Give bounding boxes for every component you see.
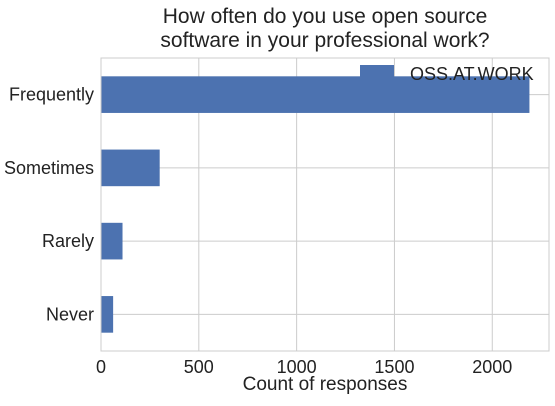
x-tick-label: 1500 bbox=[374, 357, 414, 377]
bar-sometimes[interactable] bbox=[101, 149, 160, 187]
x-tick-label: 2000 bbox=[472, 357, 512, 377]
x-tick-label: 500 bbox=[184, 357, 214, 377]
x-tick-labels: 0 500 1000 1500 2000 bbox=[96, 357, 512, 377]
legend-swatch bbox=[360, 65, 394, 79]
legend[interactable]: OSS.AT.WORK bbox=[360, 64, 534, 84]
legend-label: OSS.AT.WORK bbox=[410, 64, 534, 84]
y-tick-label: Rarely bbox=[42, 231, 94, 251]
y-tick-label: Frequently bbox=[9, 85, 94, 105]
x-axis-label: Count of responses bbox=[243, 374, 408, 395]
y-tick-label: Sometimes bbox=[4, 158, 94, 178]
chart-title-line-2: software in your professional work? bbox=[160, 29, 489, 52]
bar-rarely[interactable] bbox=[101, 222, 123, 260]
bar-frequently[interactable] bbox=[101, 76, 530, 113]
x-tick-label: 0 bbox=[96, 357, 106, 377]
chart-title-line-1: How often do you use open source bbox=[163, 5, 488, 28]
y-tick-label: Never bbox=[46, 304, 94, 324]
y-tick-labels: Never Rarely Sometimes Frequently bbox=[4, 85, 94, 325]
bar-never[interactable] bbox=[101, 296, 114, 333]
x-tick-label: 1000 bbox=[277, 357, 317, 377]
bars bbox=[101, 76, 530, 333]
plot-frame bbox=[100, 57, 550, 352]
